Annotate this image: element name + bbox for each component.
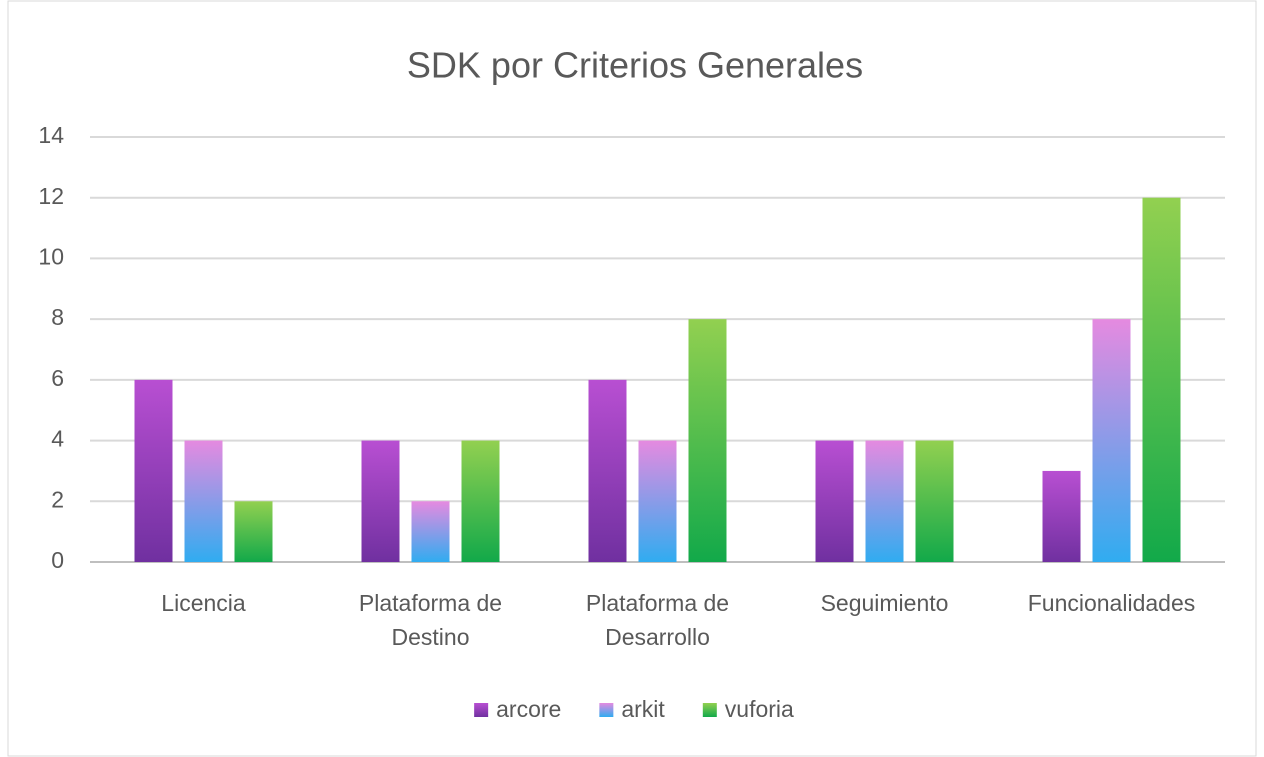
x-tick-label: Plataforma de Desarrollo bbox=[585, 590, 730, 650]
y-tick-label: 4 bbox=[51, 426, 64, 452]
bar bbox=[461, 440, 500, 562]
bar bbox=[1142, 197, 1181, 562]
x-tick-label: Funcionalidades bbox=[1027, 590, 1196, 616]
bar bbox=[1092, 319, 1131, 562]
y-tick-label: 14 bbox=[38, 122, 64, 148]
legend-swatch bbox=[599, 703, 614, 717]
bar bbox=[638, 440, 677, 562]
legend-swatch bbox=[474, 703, 489, 717]
bar bbox=[184, 440, 223, 562]
y-tick-label: 2 bbox=[51, 486, 64, 512]
bar bbox=[361, 440, 400, 562]
bar bbox=[234, 501, 273, 562]
legend-label: vuforia bbox=[725, 696, 794, 722]
legend-swatch bbox=[702, 703, 717, 717]
y-tick-label: 0 bbox=[51, 547, 64, 573]
bar bbox=[915, 440, 954, 562]
bar bbox=[865, 440, 904, 562]
x-tick-label: Plataforma de Destino bbox=[358, 590, 503, 650]
y-tick-label: 6 bbox=[51, 365, 64, 391]
chart-border bbox=[7, 0, 1257, 757]
bar bbox=[411, 501, 450, 562]
y-tick-label: 8 bbox=[51, 304, 64, 330]
bar bbox=[1042, 470, 1081, 562]
bar bbox=[815, 440, 854, 562]
legend-label: arcore bbox=[496, 696, 561, 722]
chart-title: SDK por Criterios Generales bbox=[407, 45, 863, 86]
y-tick-label: 10 bbox=[38, 244, 64, 270]
bar bbox=[134, 379, 173, 562]
bar bbox=[588, 379, 627, 562]
y-tick-label: 12 bbox=[38, 183, 64, 209]
x-tick-label: Seguimiento bbox=[820, 590, 949, 616]
legend-label: arkit bbox=[621, 696, 665, 722]
bar bbox=[688, 319, 727, 562]
x-tick-label: Licencia bbox=[161, 590, 246, 616]
